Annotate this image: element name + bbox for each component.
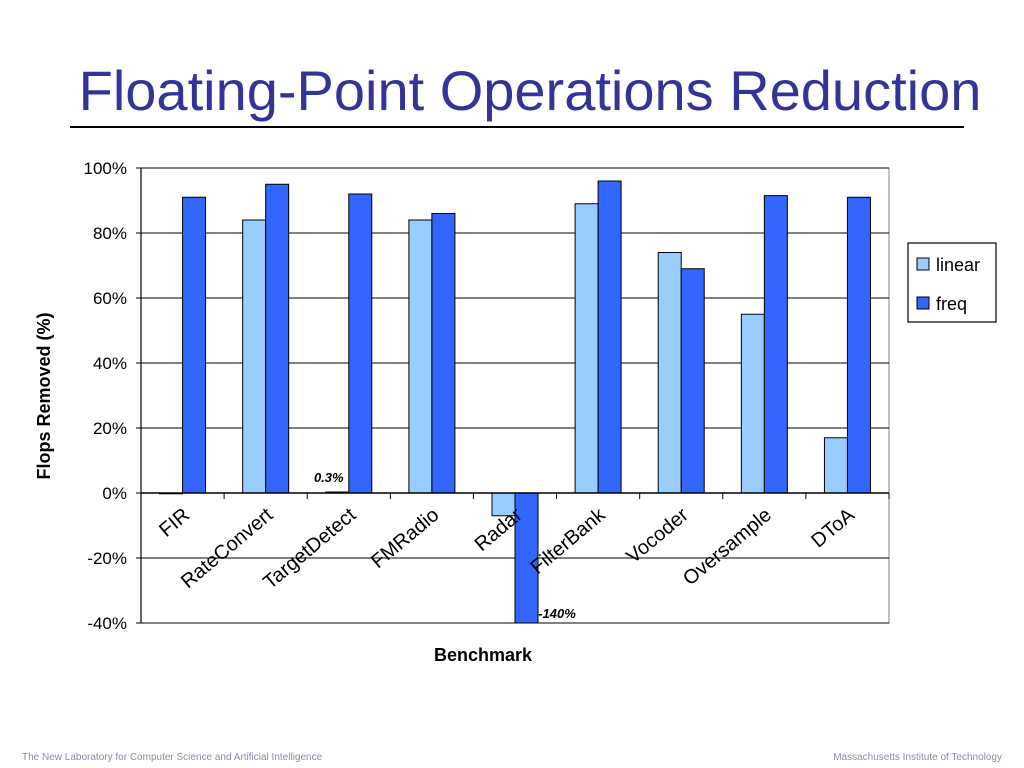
legend-label-linear: linear (936, 255, 980, 275)
y-tick-label: 20% (93, 419, 127, 438)
legend-swatch-linear (916, 257, 930, 271)
y-tick-label: -40% (87, 614, 127, 633)
bar-linear-filterbank (574, 203, 599, 494)
title-underline (70, 126, 964, 128)
y-tick-label: 40% (93, 354, 127, 373)
bar-linear-rateconvert (242, 219, 267, 494)
legend-swatch-freq (916, 296, 930, 310)
bar-linear-dtoa (823, 437, 848, 494)
y-tick-label: 0% (102, 484, 127, 503)
bar-freq-fir (182, 196, 207, 494)
y-tick-label: 100% (84, 159, 127, 178)
slide-title: Floating-Point Operations Reduction (78, 59, 982, 122)
x-axis-title: Benchmark (434, 645, 533, 665)
bar-linear-oversample (740, 313, 765, 494)
footer-lab-name: The New Laboratory for Computer Science … (22, 752, 323, 763)
bar-freq-dtoa (846, 196, 871, 494)
bar-freq-targetdetect (348, 193, 373, 494)
bar-freq-vocoder (680, 268, 705, 494)
data-label: -140% (538, 606, 576, 621)
bar-freq-oversample (763, 195, 788, 494)
y-tick-label: -20% (87, 549, 127, 568)
y-tick-label: 80% (93, 224, 127, 243)
bar-freq-rateconvert (265, 183, 290, 494)
bar-freq-fmradio (431, 213, 456, 494)
y-tick-label: 60% (93, 289, 127, 308)
bar-linear-vocoder (657, 252, 682, 494)
data-label: 0.3% (314, 470, 344, 485)
legend: linear freq (907, 242, 997, 323)
bar-linear-fmradio (408, 219, 433, 494)
y-axis-title: Flops Removed (%) (34, 312, 54, 479)
footer-institution: Massachusetts Institute of Technology (833, 752, 1002, 763)
bar-freq-filterbank (597, 180, 622, 494)
legend-label-freq: freq (936, 294, 967, 314)
